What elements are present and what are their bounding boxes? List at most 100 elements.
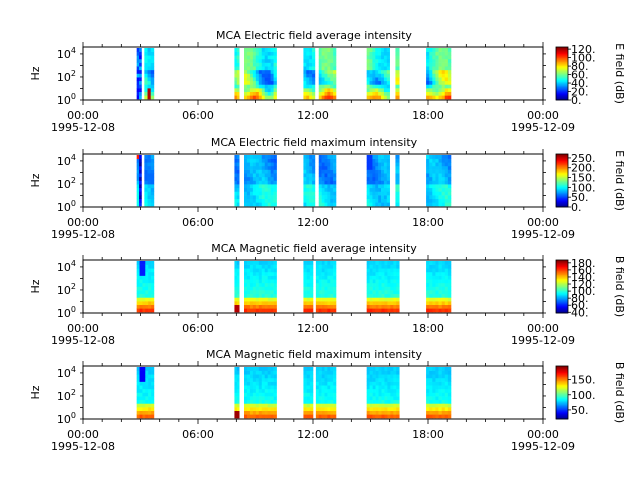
spectrogram-cell bbox=[249, 297, 254, 302]
spectrogram-cell bbox=[396, 377, 400, 382]
spectrogram-cell bbox=[378, 73, 382, 78]
spectrogram-cell bbox=[369, 169, 373, 174]
spectrogram-cell bbox=[426, 195, 430, 200]
spectrogram-cell bbox=[309, 73, 313, 78]
spectrogram-cell bbox=[270, 271, 274, 276]
spectrogram-cell bbox=[395, 187, 400, 192]
spectrogram-cell bbox=[303, 62, 307, 67]
spectrogram-cell bbox=[441, 48, 446, 52]
spectrogram-cell bbox=[375, 58, 379, 63]
spectrogram-cell bbox=[303, 301, 307, 306]
spectrogram-cell bbox=[444, 264, 449, 269]
spectrogram-cell bbox=[330, 91, 334, 96]
colorbar-segment bbox=[556, 405, 568, 408]
spectrogram-cell bbox=[395, 184, 400, 189]
spectrogram-cell bbox=[309, 88, 313, 93]
spectrogram-cell bbox=[432, 388, 436, 393]
spectrogram-cell bbox=[333, 286, 337, 291]
spectrogram-cell bbox=[321, 48, 325, 52]
spectrogram-cell bbox=[372, 396, 376, 401]
spectrogram-cell bbox=[234, 282, 238, 287]
spectrogram-cell bbox=[148, 293, 152, 298]
spectrogram-cell bbox=[447, 202, 452, 207]
spectrogram-cell bbox=[381, 279, 385, 284]
spectrogram-cell bbox=[261, 169, 266, 174]
spectrogram-cell bbox=[438, 195, 442, 200]
spectrogram-cell bbox=[321, 381, 325, 386]
spectrogram-cell bbox=[264, 58, 268, 63]
spectrogram-cell bbox=[386, 51, 390, 56]
colorbar-segment bbox=[556, 76, 568, 78]
spectrogram-cell bbox=[372, 80, 376, 85]
spectrogram-cell bbox=[444, 77, 449, 82]
spectrogram-cell bbox=[236, 282, 240, 287]
spectrogram-cell bbox=[270, 414, 274, 419]
spectrogram-cell bbox=[267, 279, 271, 284]
spectrogram-cell bbox=[249, 407, 254, 412]
spectrogram-cell bbox=[267, 48, 271, 52]
spectrogram-cell bbox=[435, 176, 439, 181]
spectrogram-cell bbox=[432, 62, 436, 67]
spectrogram-cell bbox=[144, 84, 148, 89]
x-date-label: 1995-12-09 bbox=[511, 440, 575, 453]
spectrogram-cell bbox=[136, 268, 140, 273]
spectrogram-cell bbox=[381, 304, 385, 309]
spectrogram-cell bbox=[270, 410, 274, 415]
spectrogram-cell bbox=[306, 187, 310, 192]
spectrogram-cell bbox=[139, 187, 142, 192]
spectrogram-cell bbox=[273, 410, 277, 415]
spectrogram-cell bbox=[378, 198, 382, 203]
spectrogram-cell bbox=[372, 279, 376, 284]
spectrogram-cell bbox=[264, 381, 268, 386]
spectrogram-cell bbox=[264, 95, 268, 100]
spectrogram-cell bbox=[426, 261, 430, 265]
spectrogram-cell bbox=[261, 261, 266, 265]
spectrogram-cell bbox=[244, 58, 248, 63]
x-tick-label: 12:00 bbox=[297, 428, 329, 441]
spectrogram-cell bbox=[246, 282, 251, 287]
spectrogram-cell bbox=[327, 184, 331, 189]
spectrogram-cell bbox=[252, 385, 257, 390]
spectrogram-cell bbox=[145, 403, 149, 408]
spectrogram-cell bbox=[333, 399, 337, 404]
colorbar-segment bbox=[556, 54, 568, 57]
colorbar-frame bbox=[555, 365, 569, 420]
spectrogram-cell bbox=[441, 84, 446, 89]
spectrogram-cell bbox=[151, 264, 155, 269]
spectrogram-cell bbox=[145, 399, 149, 404]
spectrogram-cell bbox=[395, 77, 400, 82]
spectrogram-cell bbox=[324, 414, 328, 419]
spectrogram-cell bbox=[372, 48, 376, 52]
spectrogram-cell bbox=[244, 169, 248, 174]
spectrogram-cell bbox=[435, 91, 439, 96]
spectrogram-cell bbox=[136, 84, 140, 89]
spectrogram-cell bbox=[151, 286, 155, 291]
spectrogram-cell bbox=[258, 268, 263, 273]
spectrogram-cell bbox=[244, 191, 248, 196]
spectrogram-cell bbox=[252, 301, 257, 306]
spectrogram-cell bbox=[438, 367, 442, 371]
spectrogram-cell bbox=[136, 410, 140, 415]
spectrogram-cell bbox=[429, 77, 433, 82]
colorbar-segment bbox=[556, 48, 568, 51]
spectrogram-cell bbox=[378, 184, 382, 189]
spectrogram-cell bbox=[426, 385, 430, 390]
spectrogram-cell bbox=[432, 173, 436, 178]
spectrogram-cell bbox=[395, 202, 400, 207]
spectrogram-cell bbox=[136, 77, 140, 82]
spectrogram-cell bbox=[234, 385, 238, 390]
spectrogram-cell bbox=[264, 275, 268, 280]
spectrogram-cell bbox=[381, 69, 385, 74]
spectrogram-cell bbox=[270, 407, 274, 412]
spectrogram-cell bbox=[366, 385, 370, 390]
spectrogram-cell bbox=[252, 410, 257, 415]
spectrogram-cell bbox=[429, 414, 433, 419]
spectrogram-cell bbox=[330, 173, 334, 178]
colorbar-segment bbox=[556, 62, 568, 65]
spectrogram-cell bbox=[252, 377, 257, 382]
spectrogram-cell bbox=[378, 48, 382, 52]
spectrogram-cell bbox=[273, 407, 277, 412]
spectrogram-cell bbox=[148, 403, 152, 408]
spectrogram-cell bbox=[384, 403, 388, 408]
spectrogram-cell bbox=[447, 51, 452, 56]
